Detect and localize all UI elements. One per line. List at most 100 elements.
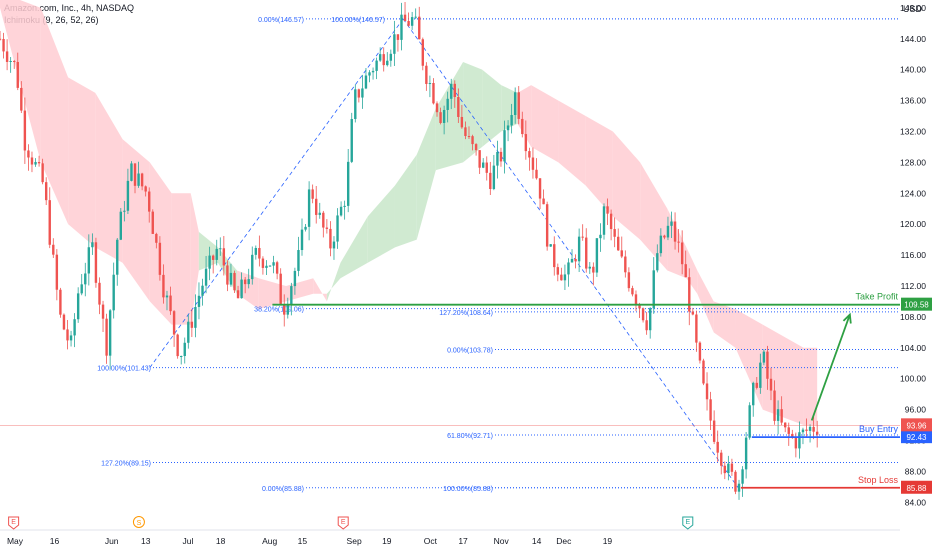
indicator-label[interactable]: Ichimoku (9, 26, 52, 26) bbox=[4, 15, 99, 25]
candle-body bbox=[293, 270, 297, 287]
candle-body bbox=[791, 433, 794, 437]
ichimoku-cloud-segment bbox=[762, 324, 804, 426]
candle-body bbox=[140, 173, 144, 187]
candle-body bbox=[343, 205, 346, 207]
candle-body bbox=[52, 244, 55, 255]
earnings-marker[interactable] bbox=[682, 516, 694, 530]
ichimoku-cloud-segment bbox=[735, 309, 763, 410]
candle-body bbox=[599, 234, 602, 239]
ichimoku-cloud-segment bbox=[501, 85, 518, 132]
candle-body bbox=[759, 362, 762, 388]
candle-body bbox=[545, 204, 549, 247]
candle-body bbox=[748, 405, 751, 438]
candle-body bbox=[300, 229, 304, 251]
candle-body bbox=[581, 236, 584, 238]
ichimoku-cloud-segment bbox=[258, 278, 287, 310]
candle-body bbox=[69, 335, 73, 341]
candle-body bbox=[194, 306, 197, 328]
candle-body bbox=[570, 258, 574, 263]
candle-body bbox=[23, 110, 27, 151]
candle-body bbox=[766, 351, 769, 379]
candle-body bbox=[723, 465, 727, 474]
candle-body bbox=[652, 270, 655, 309]
candle-body bbox=[339, 206, 343, 216]
earnings-marker[interactable] bbox=[8, 516, 20, 530]
candle-body bbox=[137, 173, 140, 186]
symbol-title[interactable]: Amazon.com, Inc., 4h, NASDAQ bbox=[4, 3, 135, 13]
trade-level-label: Buy Entry bbox=[859, 424, 899, 434]
candle-body bbox=[528, 151, 531, 158]
y-tick-label: 148.00 bbox=[900, 3, 926, 13]
candle-body bbox=[613, 229, 616, 237]
ichimoku-cloud-segment bbox=[640, 162, 668, 271]
ichimoku-cloud-segment bbox=[394, 154, 417, 248]
y-tick-label: 116.00 bbox=[901, 250, 927, 260]
candle-body bbox=[2, 38, 5, 52]
candle-body bbox=[592, 266, 595, 273]
candle-body bbox=[428, 83, 432, 85]
ichimoku-cloud-segment bbox=[435, 61, 464, 171]
candle-body bbox=[464, 127, 467, 137]
candle-body bbox=[602, 206, 606, 235]
ichimoku-cloud-segment bbox=[667, 208, 687, 279]
candle-body bbox=[414, 16, 417, 18]
y-tick-label: 104.00 bbox=[900, 343, 926, 353]
ichimoku-cloud-segment bbox=[171, 193, 191, 325]
ichimoku-cloud-segment bbox=[198, 231, 218, 271]
candle-body bbox=[801, 429, 805, 433]
ichimoku-cloud-segment bbox=[697, 270, 714, 333]
candle-body bbox=[357, 89, 361, 98]
earnings-marker-label: E bbox=[11, 519, 16, 526]
candle-body bbox=[322, 212, 325, 228]
candle-body bbox=[211, 255, 215, 260]
trade-level-label: Stop Loss bbox=[858, 475, 899, 485]
fib-level-label: 0.00%(85.88) bbox=[262, 486, 304, 493]
fib-level-label: 61.80%(92.71) bbox=[447, 433, 493, 440]
candle-body bbox=[375, 60, 378, 71]
candle-body bbox=[620, 250, 623, 257]
candle-body bbox=[666, 225, 670, 238]
candle-body bbox=[66, 329, 69, 341]
candle-body bbox=[720, 452, 723, 466]
split-marker[interactable] bbox=[132, 516, 145, 528]
earnings-marker-label: E bbox=[685, 519, 690, 526]
candle-body bbox=[233, 272, 236, 291]
candle-body bbox=[496, 151, 499, 166]
ichimoku-cloud-segment bbox=[531, 85, 559, 163]
ichimoku-cloud-segment bbox=[367, 185, 395, 263]
candle-body bbox=[265, 265, 268, 268]
candle-body bbox=[482, 162, 485, 168]
candle-body bbox=[350, 119, 353, 162]
x-tick-label: Sep bbox=[347, 536, 362, 546]
ichimoku-cloud-segment bbox=[313, 278, 327, 302]
candle-body bbox=[805, 429, 808, 431]
fib-level-label: 127.20%(108.64) bbox=[439, 310, 493, 317]
candle-body bbox=[784, 422, 787, 428]
candle-body bbox=[222, 248, 226, 266]
candle-body bbox=[752, 382, 755, 406]
candle-body bbox=[453, 83, 456, 98]
candle-body bbox=[688, 277, 691, 312]
y-tick-label: 128.00 bbox=[900, 157, 926, 167]
candle-body bbox=[506, 125, 510, 131]
candle-body bbox=[439, 112, 442, 123]
candle-body bbox=[151, 211, 154, 234]
fib-level-label: 100.00%(101.43) bbox=[97, 366, 151, 373]
price-tag bbox=[901, 480, 932, 494]
candle-body bbox=[325, 227, 329, 229]
candle-body bbox=[677, 241, 680, 243]
candle-body bbox=[144, 186, 147, 192]
candle-body bbox=[730, 463, 734, 472]
candle-body bbox=[215, 248, 218, 260]
candle-body bbox=[251, 254, 254, 280]
candle-body bbox=[84, 273, 87, 285]
candle-body bbox=[165, 295, 169, 298]
candle-body bbox=[755, 382, 758, 388]
earnings-marker[interactable] bbox=[337, 516, 349, 530]
candle-body bbox=[471, 136, 474, 145]
candle-body bbox=[400, 14, 403, 40]
candle-body bbox=[407, 21, 410, 26]
y-tick-label: 140.00 bbox=[900, 65, 926, 75]
candle-body bbox=[712, 420, 716, 442]
